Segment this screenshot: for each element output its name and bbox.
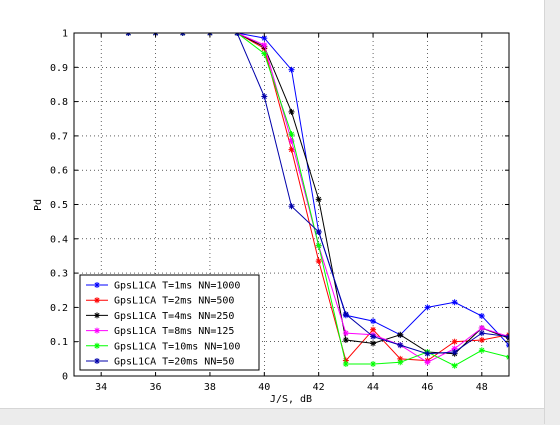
window-right-strip bbox=[544, 0, 560, 424]
legend-marker bbox=[94, 327, 100, 334]
data-point bbox=[288, 203, 295, 210]
y-tick-label: 1 bbox=[62, 29, 68, 40]
x-tick-label: 44 bbox=[367, 382, 379, 393]
data-point bbox=[370, 360, 377, 367]
legend-marker bbox=[94, 282, 100, 288]
y-axis-label: Pd bbox=[33, 199, 44, 211]
legend-marker bbox=[94, 312, 100, 319]
data-point bbox=[424, 350, 431, 357]
data-point bbox=[261, 42, 268, 49]
legend-entry: GpsL1CA T=20ms NN=50 bbox=[86, 357, 234, 368]
y-tick-label: 0.1 bbox=[50, 337, 68, 348]
data-point bbox=[478, 347, 485, 354]
data-point bbox=[288, 66, 295, 73]
data-point bbox=[315, 242, 322, 249]
data-point bbox=[370, 340, 377, 347]
legend-entry: GpsL1CA T=2ms NN=500 bbox=[86, 296, 234, 307]
x-axis-label: J/S, dB bbox=[270, 394, 312, 405]
data-point bbox=[451, 348, 458, 355]
data-point bbox=[424, 304, 431, 311]
legend-label: GpsL1CA T=10ms NN=100 bbox=[114, 341, 240, 352]
data-point bbox=[342, 330, 349, 337]
data-point bbox=[342, 311, 349, 318]
data-point bbox=[342, 336, 349, 343]
legend-entry: GpsL1CA T=10ms NN=100 bbox=[86, 341, 240, 352]
data-point bbox=[478, 330, 485, 337]
legend-marker bbox=[94, 358, 100, 364]
y-tick-label: 0.6 bbox=[50, 166, 68, 177]
legend-label: GpsL1CA T=8ms NN=125 bbox=[114, 326, 234, 337]
axis-ticks: 34 36 38 40 42 44 46 48 0 0.1 0.2 0.3 0.4 0.5 0.6 0.7 0.… bbox=[50, 29, 509, 393]
legend-label: GpsL1CA T=2ms NN=500 bbox=[114, 296, 234, 307]
data-point bbox=[478, 336, 485, 343]
legend-marker bbox=[94, 297, 100, 304]
x-tick-label: 38 bbox=[204, 382, 216, 393]
data-point bbox=[478, 312, 485, 319]
y-tick-label: 0.2 bbox=[50, 303, 68, 314]
legend-marker bbox=[94, 342, 100, 349]
legend-entry: GpsL1CA T=1ms NN=1000 bbox=[86, 281, 240, 292]
y-tick-label: 0.7 bbox=[50, 131, 68, 142]
data-point bbox=[451, 362, 458, 369]
data-point bbox=[315, 196, 322, 203]
x-tick-label: 48 bbox=[476, 382, 488, 393]
legend-entry: GpsL1CA T=8ms NN=125 bbox=[86, 326, 234, 337]
legend-entry: GpsL1CA T=4ms NN=250 bbox=[86, 311, 234, 322]
data-point bbox=[506, 333, 509, 340]
y-tick-label: 0.9 bbox=[50, 63, 68, 74]
data-point bbox=[288, 108, 295, 115]
y-tick-label: 0.8 bbox=[50, 97, 68, 108]
data-point bbox=[397, 331, 404, 338]
data-point bbox=[397, 359, 404, 366]
data-point bbox=[478, 324, 485, 331]
series-6 bbox=[125, 33, 509, 357]
y-tick-label: 0 bbox=[62, 372, 68, 383]
x-tick-label: 36 bbox=[150, 382, 162, 393]
data-point bbox=[261, 50, 268, 57]
legend-label: GpsL1CA T=4ms NN=250 bbox=[114, 311, 234, 322]
data-point bbox=[234, 33, 241, 36]
data-point bbox=[370, 333, 377, 340]
legend-items: GpsL1CA T=1ms NN=1000 GpsL1CA T=2ms NN=50… bbox=[86, 281, 240, 368]
data-point bbox=[506, 354, 509, 361]
data-point bbox=[397, 342, 404, 349]
legend-label: GpsL1CA T=20ms NN=50 bbox=[114, 357, 234, 368]
data-point bbox=[370, 318, 377, 325]
data-point bbox=[506, 342, 509, 349]
window-bottom-strip bbox=[0, 408, 560, 425]
y-tick-label: 0.5 bbox=[50, 200, 68, 211]
data-point bbox=[342, 360, 349, 367]
data-point bbox=[370, 326, 377, 333]
data-point bbox=[451, 338, 458, 345]
data-point bbox=[261, 93, 268, 100]
legend: GpsL1CA T=1ms NN=1000 GpsL1CA T=2ms NN=50… bbox=[79, 274, 260, 371]
x-tick-label: 40 bbox=[258, 382, 270, 393]
x-tick-label: 42 bbox=[313, 382, 325, 393]
data-point bbox=[451, 299, 458, 306]
y-tick-label: 0.4 bbox=[50, 234, 68, 245]
series-layer bbox=[125, 33, 509, 369]
x-tick-label: 46 bbox=[421, 382, 433, 393]
y-tick-label: 0.3 bbox=[50, 269, 68, 280]
data-point bbox=[424, 359, 431, 366]
data-point bbox=[315, 228, 322, 235]
legend-label: GpsL1CA T=1ms NN=1000 bbox=[114, 281, 240, 292]
legend-box bbox=[79, 274, 260, 371]
data-point bbox=[315, 258, 322, 265]
data-point bbox=[288, 131, 295, 138]
x-tick-label: 34 bbox=[95, 382, 107, 393]
data-point bbox=[125, 33, 132, 36]
data-point bbox=[179, 33, 186, 36]
